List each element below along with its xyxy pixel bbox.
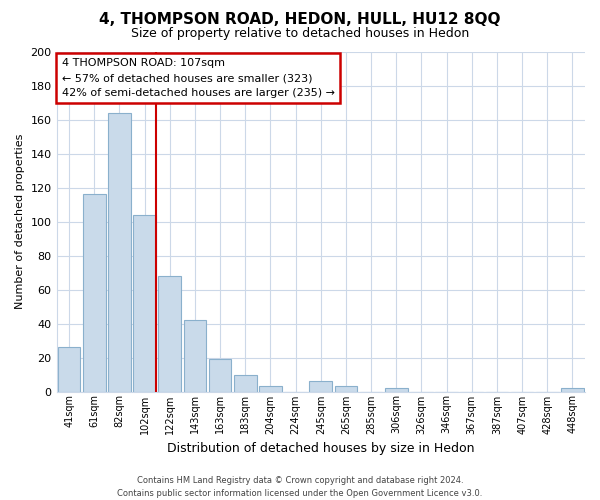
- Bar: [259, 386, 282, 392]
- Bar: [108, 112, 131, 392]
- Bar: [133, 214, 156, 392]
- Text: Size of property relative to detached houses in Hedon: Size of property relative to detached ho…: [131, 28, 469, 40]
- Text: 4, THOMPSON ROAD, HEDON, HULL, HU12 8QQ: 4, THOMPSON ROAD, HEDON, HULL, HU12 8QQ: [99, 12, 501, 28]
- Text: Contains HM Land Registry data © Crown copyright and database right 2024.
Contai: Contains HM Land Registry data © Crown c…: [118, 476, 482, 498]
- X-axis label: Distribution of detached houses by size in Hedon: Distribution of detached houses by size …: [167, 442, 475, 455]
- Text: 4 THOMPSON ROAD: 107sqm
← 57% of detached houses are smaller (323)
42% of semi-d: 4 THOMPSON ROAD: 107sqm ← 57% of detache…: [62, 58, 335, 98]
- Bar: [385, 388, 407, 392]
- Bar: [234, 374, 257, 392]
- Bar: [58, 348, 80, 392]
- Bar: [310, 382, 332, 392]
- Y-axis label: Number of detached properties: Number of detached properties: [15, 134, 25, 309]
- Bar: [83, 194, 106, 392]
- Bar: [184, 320, 206, 392]
- Bar: [335, 386, 357, 392]
- Bar: [209, 359, 232, 392]
- Bar: [158, 276, 181, 392]
- Bar: [561, 388, 584, 392]
